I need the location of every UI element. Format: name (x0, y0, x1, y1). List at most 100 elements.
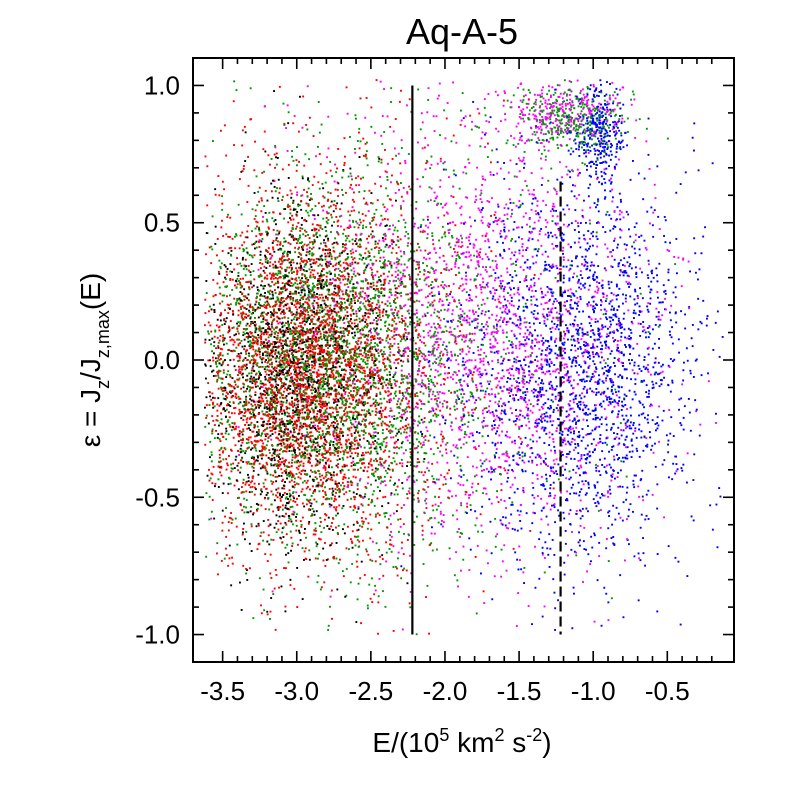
scatter-point-series-4 (515, 385, 518, 388)
scatter-point-series-3 (400, 458, 403, 461)
scatter-point-series-3 (380, 349, 383, 352)
scatter-point-series-4 (555, 337, 558, 340)
scatter-point-series-2 (619, 374, 621, 377)
scatter-point-series-5 (326, 212, 329, 215)
scatter-point-series-4 (518, 252, 521, 255)
scatter-point-series-1 (327, 261, 330, 264)
scatter-point-series-1 (240, 609, 243, 611)
scatter-point-series-4 (563, 363, 566, 366)
scatter-point-series-5 (234, 406, 237, 409)
scatter-point-series-2 (616, 285, 618, 288)
scatter-point-series-4 (576, 415, 579, 418)
scatter-point-series-5 (291, 224, 294, 227)
scatter-point-series-4 (611, 200, 614, 203)
scatter-point-series-1 (340, 417, 343, 420)
scatter-point-series-1 (296, 567, 299, 569)
scatter-point-series-2 (650, 448, 653, 451)
scatter-point-series-5 (378, 514, 381, 517)
scatter-point-series-1 (204, 364, 207, 367)
scatter-point-series-3 (371, 559, 374, 562)
scatter-point-series-5 (421, 529, 424, 532)
scatter-point-series-4 (466, 196, 469, 199)
scatter-point-series-2 (615, 163, 618, 166)
scatter-point-series-3 (282, 277, 285, 280)
scatter-point-series-3 (209, 477, 212, 480)
scatter-point-series-3 (262, 285, 264, 288)
scatter-point-series-2 (577, 420, 580, 422)
scatter-point-series-2 (482, 325, 485, 328)
scatter-point-series-2 (632, 312, 635, 314)
scatter-point-series-5 (250, 462, 253, 465)
scatter-point-series-1 (236, 322, 238, 325)
scatter-point-series-3 (279, 336, 282, 339)
scatter-point-series-4 (415, 207, 417, 210)
scatter-point-series-5 (299, 315, 301, 318)
scatter-point-series-1 (265, 494, 268, 496)
scatter-point-series-5 (375, 246, 378, 249)
scatter-point-series-2 (610, 381, 613, 384)
scatter-point-series-2 (521, 451, 524, 454)
scatter-point-series-3 (358, 387, 361, 390)
scatter-point-series-2 (592, 360, 595, 363)
scatter-point-series-1 (329, 263, 332, 265)
scatter-point-series-4 (626, 518, 628, 521)
scatter-point-series-4 (416, 292, 419, 295)
scatter-point-series-5 (272, 474, 275, 477)
scatter-point-series-5 (232, 349, 235, 352)
scatter-point-series-4 (503, 385, 505, 388)
scatter-point-series-5 (279, 241, 282, 244)
scatter-point-series-3 (268, 410, 271, 412)
scatter-point-series-5 (216, 415, 219, 417)
scatter-point-series-2 (606, 131, 609, 134)
scatter-point-series-5 (302, 95, 305, 98)
scatter-point-series-5 (230, 448, 232, 451)
scatter-point-series-3 (335, 435, 338, 438)
scatter-point-series-5 (331, 317, 333, 320)
scatter-point-series-1 (214, 485, 216, 488)
scatter-point-series-3 (435, 362, 437, 364)
scatter-point-series-5 (415, 351, 418, 354)
scatter-point-series-4 (536, 399, 539, 402)
scatter-point-series-3 (351, 442, 354, 445)
scatter-point-series-3 (366, 326, 368, 329)
scatter-point-series-4 (436, 370, 439, 373)
scatter-point-series-2 (487, 470, 490, 473)
scatter-point-series-5 (379, 380, 382, 383)
scatter-point-series-3 (273, 220, 276, 223)
scatter-point-series-3 (416, 451, 419, 454)
scatter-point-series-2 (597, 153, 600, 156)
scatter-point-series-2 (590, 376, 593, 379)
scatter-point-series-5 (356, 325, 359, 328)
scatter-point-series-3 (475, 407, 477, 409)
scatter-point-series-1 (299, 539, 302, 542)
scatter-point-series-5 (297, 302, 300, 305)
scatter-point-series-4 (391, 204, 394, 207)
scatter-point-series-5 (263, 265, 266, 268)
scatter-point-series-5 (242, 311, 245, 314)
scatter-point-series-3 (231, 467, 234, 470)
scatter-point-series-3 (312, 439, 315, 442)
scatter-point-series-5 (272, 539, 275, 541)
scatter-point-series-3 (515, 358, 518, 361)
scatter-point-series-4 (572, 427, 574, 430)
scatter-point-series-1 (218, 466, 221, 469)
scatter-point-series-5 (259, 334, 262, 337)
scatter-point-series-5 (360, 349, 362, 352)
scatter-point-series-3 (560, 119, 562, 122)
scatter-point-series-4 (435, 251, 437, 254)
scatter-point-series-2 (619, 327, 622, 329)
scatter-point-series-4 (552, 370, 555, 373)
scatter-point-series-5 (321, 321, 324, 324)
scatter-point-series-3 (409, 321, 412, 323)
scatter-point-series-2 (543, 461, 545, 464)
scatter-point-series-3 (431, 235, 434, 237)
scatter-point-series-4 (504, 311, 507, 314)
scatter-point-series-2 (671, 360, 674, 363)
scatter-point-series-5 (267, 525, 270, 528)
scatter-point-series-3 (428, 271, 431, 274)
scatter-point-series-3 (478, 307, 480, 310)
scatter-point-series-2 (603, 586, 606, 589)
scatter-point-series-3 (353, 297, 355, 300)
scatter-point-series-4 (484, 313, 486, 316)
scatter-point-series-2 (714, 321, 717, 324)
